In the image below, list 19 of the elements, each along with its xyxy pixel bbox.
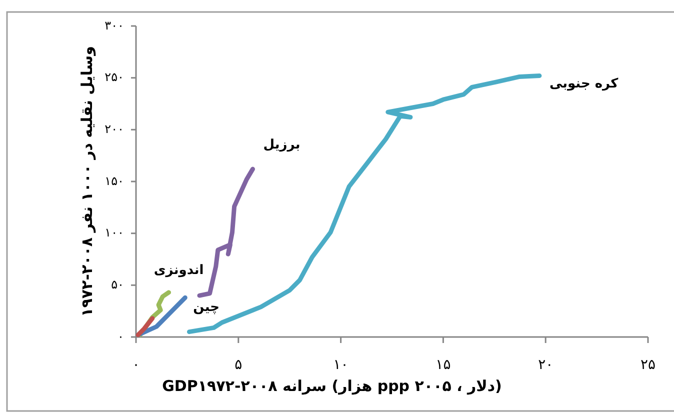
y-tick-label: ۲۵۰ (104, 70, 124, 84)
x-tick-label: ۱۰ (333, 357, 348, 373)
x-axis-title: GDPسرانه ۲۰۰۸-۱۹۷۲ (هزار ppp دلار ، ۲۰۰۵) (162, 377, 502, 395)
x-tick-label: ۲۰ (538, 357, 554, 373)
series-label: کره جنوبی (549, 76, 619, 92)
x-tick-label: ۰ (132, 357, 140, 373)
x-tick-label: ۵ (234, 357, 242, 373)
y-tick-label: ۰ (118, 329, 124, 344)
series-label: برزیل (263, 138, 300, 153)
x-tick-label: ۲۵ (640, 357, 656, 373)
y-tick-label: ۵۰ (111, 277, 124, 292)
series-label: چین (193, 300, 220, 316)
series-label: اندونزی (154, 262, 204, 278)
y-tick-label: ۱۰۰ (104, 226, 124, 240)
y-tick-label: ۳۰۰ (104, 18, 124, 32)
y-tick-label: ۲۰۰ (104, 122, 124, 136)
y-tick-label: ۱۵۰ (104, 174, 124, 188)
y-axis-title: وسایل نقلیه در ۱۰۰۰ نفر ۲۰۰۸-۱۹۷۲ (78, 46, 96, 317)
x-tick-label: ۱۵ (436, 357, 451, 373)
